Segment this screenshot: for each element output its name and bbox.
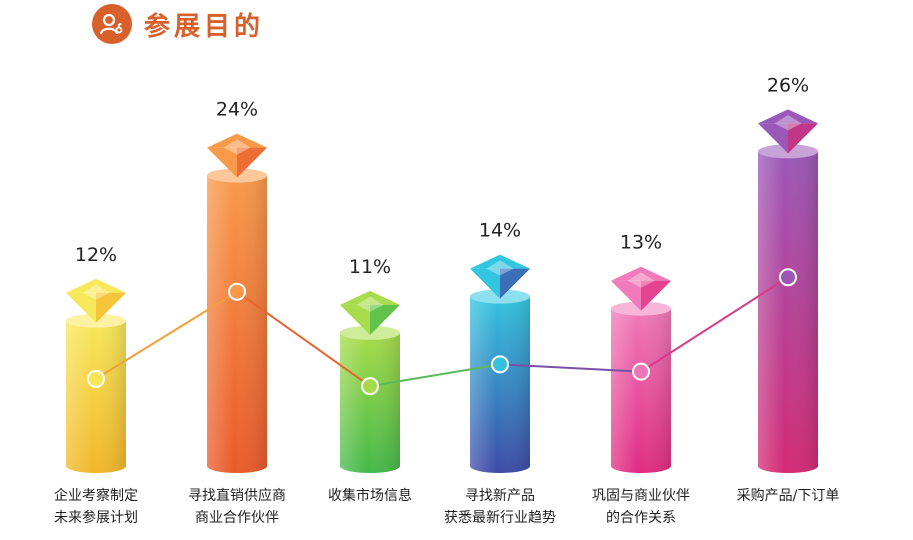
category-label-line: 寻找新产品 — [465, 488, 535, 504]
category-label: 寻找新产品获悉最新行业趋势 — [425, 485, 575, 529]
gem-marker — [66, 278, 126, 323]
trend-point — [632, 362, 650, 381]
trend-point — [779, 268, 797, 287]
gem-marker — [207, 133, 267, 178]
gem-marker — [611, 266, 671, 311]
category-label-line: 商业合作伙伴 — [195, 510, 279, 526]
trend-line-segment — [369, 363, 501, 388]
category-label: 寻找直销供应商 商业合作伙伴 — [162, 485, 312, 529]
gem-marker — [470, 254, 530, 299]
bar-cylinder — [66, 313, 126, 473]
category-label-line: 企业考察制定 — [54, 488, 138, 504]
section-header: 参展目的 — [92, 2, 264, 46]
category-label-line: 巩固与商业伙伴 — [592, 488, 690, 504]
trend-line-segment — [236, 290, 371, 387]
value-label: 12% — [75, 244, 117, 266]
value-label: 13% — [620, 232, 662, 254]
gem-marker — [340, 290, 400, 335]
bar-cylinder — [340, 325, 400, 473]
trend-point — [87, 369, 105, 388]
value-label: 14% — [479, 220, 521, 242]
category-label: 巩固与商业伙伴 的合作关系 — [566, 485, 716, 529]
value-label: 26% — [767, 74, 809, 96]
bar-cylinder — [758, 144, 818, 473]
trend-point — [361, 377, 379, 396]
category-label: 收集市场信息 — [295, 485, 445, 507]
gem-marker — [758, 109, 818, 154]
category-label: 企业考察制定 未来参展计划 — [21, 485, 171, 529]
trend-line-segment — [640, 276, 789, 373]
category-label-line: 采购产品/下订单 — [736, 488, 840, 504]
trend-point — [228, 282, 246, 301]
trend-point — [491, 355, 509, 374]
category-label-line: 收集市场信息 — [328, 488, 412, 504]
value-label: 24% — [216, 99, 258, 121]
category-label-line: 未来参展计划 — [54, 510, 138, 526]
category-label-line: 的合作关系 — [606, 510, 676, 526]
value-label: 11% — [349, 256, 391, 278]
bar-cylinder — [611, 301, 671, 473]
category-label-line: 寻找直销供应商 — [188, 488, 286, 504]
page-title: 参展目的 — [144, 11, 265, 42]
person-key-icon — [92, 4, 132, 44]
category-label-line: 获悉最新行业趋势 — [444, 510, 556, 526]
category-label: 采购产品/下订单 — [713, 485, 863, 507]
trend-line-segment — [499, 363, 642, 373]
trend-line-segment — [95, 290, 238, 380]
bar-cylinder — [470, 289, 530, 473]
bar-cylinder — [207, 168, 267, 473]
